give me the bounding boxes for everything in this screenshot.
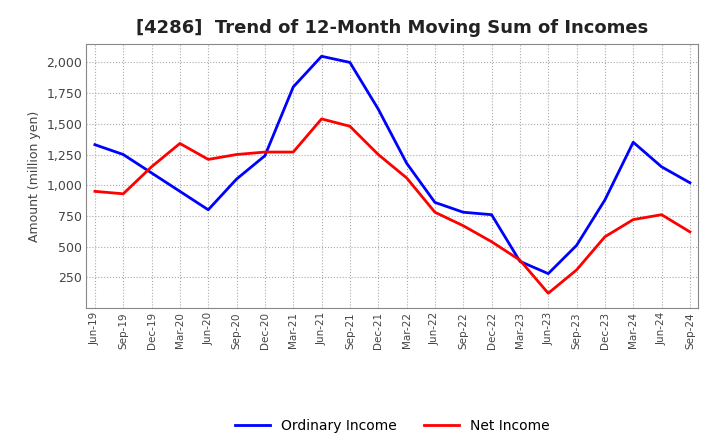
- Net Income: [176, 141, 184, 146]
- Ordinary Income: [119, 152, 127, 157]
- Net Income: [374, 152, 382, 157]
- Ordinary Income: [318, 54, 326, 59]
- Net Income: [91, 189, 99, 194]
- Net Income: [204, 157, 212, 162]
- Legend: Ordinary Income, Net Income: Ordinary Income, Net Income: [230, 413, 555, 438]
- Net Income: [261, 150, 269, 155]
- Ordinary Income: [261, 153, 269, 158]
- Net Income: [431, 209, 439, 215]
- Ordinary Income: [487, 212, 496, 217]
- Net Income: [572, 267, 581, 272]
- Ordinary Income: [629, 139, 637, 145]
- Ordinary Income: [204, 207, 212, 213]
- Ordinary Income: [148, 170, 156, 176]
- Net Income: [346, 124, 354, 129]
- Ordinary Income: [600, 197, 609, 202]
- Ordinary Income: [544, 271, 552, 276]
- Net Income: [233, 152, 241, 157]
- Ordinary Income: [685, 180, 694, 185]
- Title: [4286]  Trend of 12-Month Moving Sum of Incomes: [4286] Trend of 12-Month Moving Sum of I…: [136, 19, 649, 37]
- Net Income: [402, 175, 411, 180]
- Ordinary Income: [346, 60, 354, 65]
- Ordinary Income: [91, 142, 99, 147]
- Net Income: [516, 257, 524, 263]
- Net Income: [600, 234, 609, 239]
- Ordinary Income: [516, 259, 524, 264]
- Ordinary Income: [431, 200, 439, 205]
- Ordinary Income: [374, 106, 382, 112]
- Net Income: [318, 116, 326, 121]
- Ordinary Income: [459, 209, 467, 215]
- Ordinary Income: [289, 84, 297, 90]
- Ordinary Income: [233, 176, 241, 182]
- Net Income: [544, 291, 552, 296]
- Ordinary Income: [572, 243, 581, 248]
- Net Income: [289, 150, 297, 155]
- Line: Ordinary Income: Ordinary Income: [95, 56, 690, 274]
- Ordinary Income: [657, 164, 666, 169]
- Net Income: [487, 239, 496, 244]
- Net Income: [657, 212, 666, 217]
- Net Income: [148, 164, 156, 169]
- Net Income: [629, 217, 637, 222]
- Net Income: [119, 191, 127, 196]
- Ordinary Income: [402, 161, 411, 166]
- Ordinary Income: [176, 189, 184, 194]
- Net Income: [685, 229, 694, 235]
- Line: Net Income: Net Income: [95, 119, 690, 293]
- Net Income: [459, 223, 467, 228]
- Y-axis label: Amount (million yen): Amount (million yen): [28, 110, 41, 242]
